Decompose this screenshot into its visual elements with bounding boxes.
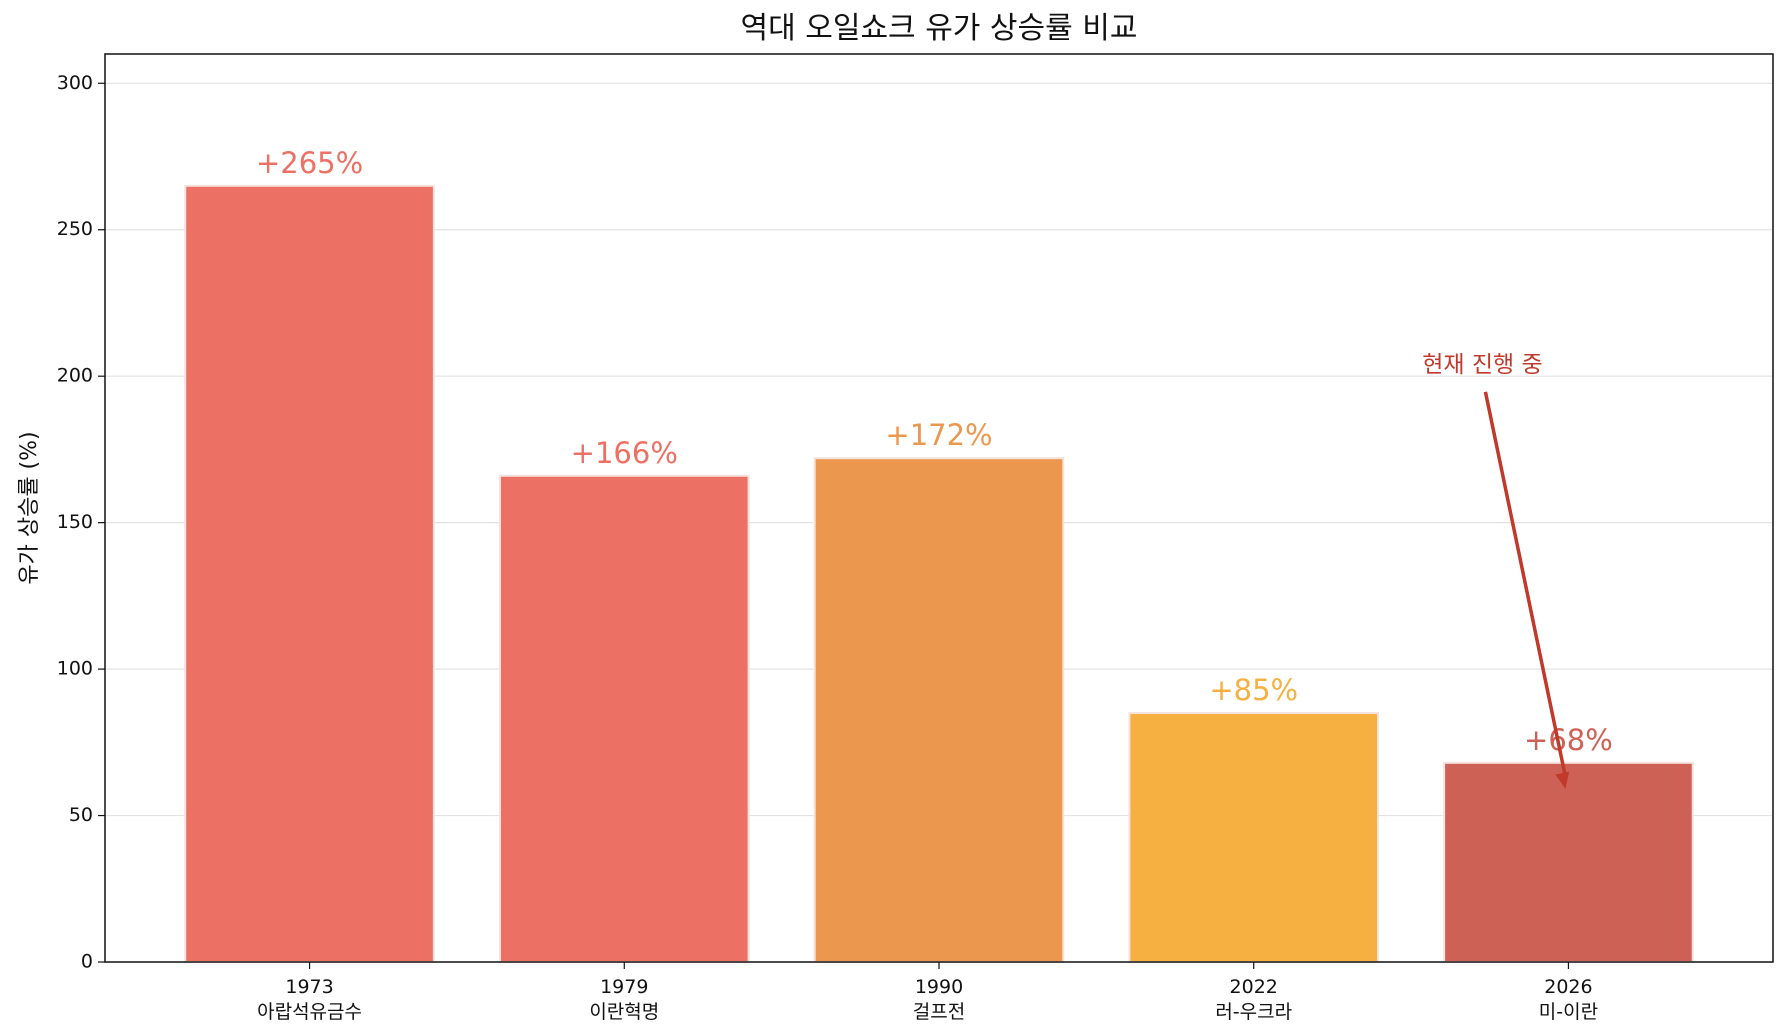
bar bbox=[184, 184, 435, 963]
x-tick-label-event: 걸프전 bbox=[913, 1001, 965, 1023]
annotation-arrow-head bbox=[1555, 771, 1570, 789]
bar bbox=[1443, 761, 1694, 963]
y-tick-label: 100 bbox=[57, 658, 93, 680]
data-labels: +265% +166% +172% +85% +68% bbox=[256, 146, 1613, 757]
x-tick-label-year: 2026 bbox=[1544, 976, 1592, 998]
annotation-arrow-line bbox=[1483, 391, 1568, 778]
bar bbox=[498, 474, 750, 963]
plot-frame bbox=[104, 53, 1774, 963]
y-tick-label: 300 bbox=[57, 72, 93, 94]
y-axis: 0 50 100 150 200 250 300 bbox=[57, 72, 105, 973]
y-tick-label: 250 bbox=[57, 218, 93, 240]
x-axis: 1973 아랍석유금수 1979 이란혁명 1990 걸프전 2022 러-우크라 2026 미-… bbox=[257, 962, 1598, 1023]
y-tick-label: 50 bbox=[69, 804, 93, 826]
x-tick-label-event: 러-우크라 bbox=[1215, 1001, 1292, 1023]
data-label: +85% bbox=[1209, 673, 1298, 707]
chart-title: 역대 오일쇼크 유가 상승률 비교 bbox=[741, 11, 1138, 46]
x-tick-label-event: 미-이란 bbox=[1539, 1001, 1598, 1023]
x-tick-label-year: 1990 bbox=[915, 976, 963, 998]
data-label: +166% bbox=[571, 436, 678, 470]
y-tick-label: 200 bbox=[57, 365, 93, 387]
bars bbox=[184, 184, 1694, 964]
x-tick-label-year: 2022 bbox=[1230, 976, 1278, 998]
x-tick-label-year: 1979 bbox=[600, 976, 648, 998]
data-label: +172% bbox=[885, 418, 992, 452]
y-tick-label: 150 bbox=[57, 511, 93, 533]
x-tick-label-year: 1973 bbox=[285, 976, 333, 998]
y-axis-label: 유가 상승률 (%) bbox=[17, 431, 42, 584]
annotation: 현재 진행 중 bbox=[1422, 352, 1570, 789]
y-tick-label: 0 bbox=[81, 951, 93, 973]
x-tick-label-event: 아랍석유금수 bbox=[257, 1001, 362, 1023]
bar bbox=[1128, 712, 1380, 964]
bar bbox=[813, 457, 1065, 963]
data-label: +68% bbox=[1524, 723, 1613, 757]
data-label: +265% bbox=[256, 146, 363, 180]
x-tick-label-event: 이란혁명 bbox=[589, 1001, 659, 1023]
annotation-text: 현재 진행 중 bbox=[1422, 352, 1542, 378]
